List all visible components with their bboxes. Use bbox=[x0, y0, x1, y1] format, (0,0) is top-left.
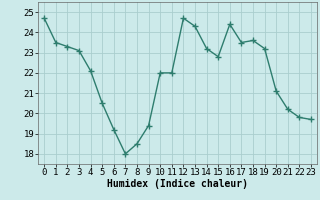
X-axis label: Humidex (Indice chaleur): Humidex (Indice chaleur) bbox=[107, 179, 248, 189]
